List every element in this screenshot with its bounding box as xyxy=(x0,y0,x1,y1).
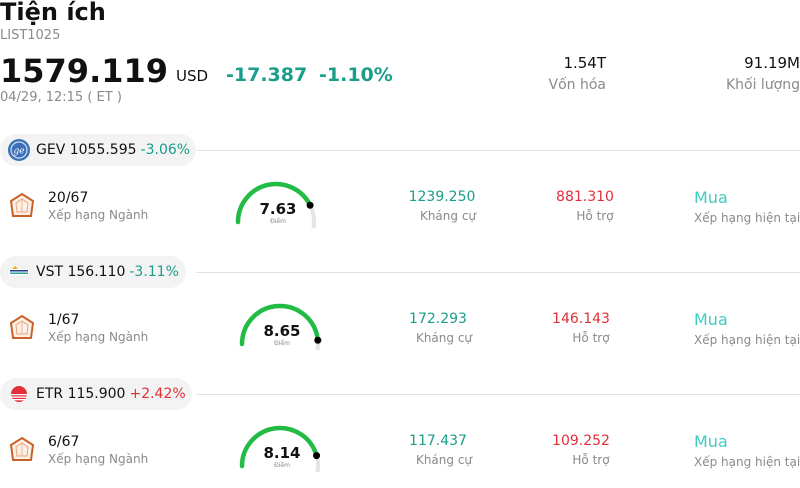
resistance-label: Kháng cự xyxy=(415,453,473,467)
stock-ticker-price: ETR 115.900 xyxy=(36,386,126,402)
stock-chip-2[interactable]: ETR 115.900 +2.42% xyxy=(0,378,192,410)
volume-label: Khối lượng xyxy=(725,77,800,93)
stock-change-percent: -3.06% xyxy=(140,142,191,158)
score-value: 8.65 xyxy=(263,322,301,340)
current-rating-value: Mua xyxy=(694,310,728,329)
industry-rank-icon xyxy=(8,314,36,342)
gauge-marker xyxy=(313,452,321,460)
score-gauge xyxy=(239,425,321,472)
current-rating-value: Mua xyxy=(694,188,728,207)
support-label: Hỗ trợ xyxy=(572,453,610,467)
stock-ticker-price: VST 156.110 xyxy=(36,264,126,280)
industry-rank-label: Xếp hạng Ngành xyxy=(48,208,149,222)
current-rating-label: Xếp hạng hiện tại xyxy=(694,211,800,225)
gauge-marker xyxy=(314,336,322,344)
row-divider xyxy=(196,150,800,151)
entergy-logo-icon xyxy=(8,383,30,405)
score-gauge xyxy=(239,303,322,350)
support-label: Hỗ trợ xyxy=(576,209,614,223)
industry-rank-value: 20/67 xyxy=(48,190,89,206)
gauge-fill xyxy=(235,181,313,225)
support-value: 881.310 xyxy=(556,189,614,205)
stock-change-percent: -3.11% xyxy=(129,264,179,280)
resistance-value: 1239.250 xyxy=(408,189,476,205)
page-title: Tiện ích xyxy=(0,0,106,26)
resistance-value: 172.293 xyxy=(409,311,467,327)
current-rating-label: Xếp hạng hiện tại xyxy=(694,455,800,469)
industry-rank-label: Xếp hạng Ngành xyxy=(48,330,149,344)
support-value: 146.143 xyxy=(552,311,610,327)
resistance-label: Kháng cự xyxy=(415,331,473,345)
industry-rank-icon xyxy=(8,436,36,464)
market-cap-value: 1.54T xyxy=(563,54,606,72)
price-change-percent: -1.10% xyxy=(319,64,393,86)
market-cap-label: Vốn hóa xyxy=(548,77,606,93)
timestamp: 04/29, 12:15 ( ET ) xyxy=(0,90,122,105)
score-gauge xyxy=(235,181,316,228)
score-label: Điểm xyxy=(274,340,290,347)
gauge-fill xyxy=(239,303,321,347)
stock-change-percent: +2.42% xyxy=(129,386,186,402)
industry-rank-icon xyxy=(8,192,36,220)
vistra-logo-icon xyxy=(8,261,30,283)
resistance-label: Kháng cự xyxy=(419,209,477,223)
industry-rank-label: Xếp hạng Ngành xyxy=(48,452,149,466)
stock-chip-0[interactable]: ge GEV 1055.595 -3.06% xyxy=(0,134,196,166)
svg-text:ge: ge xyxy=(13,147,24,157)
row-divider xyxy=(196,394,800,395)
stock-ticker-price: GEV 1055.595 xyxy=(36,142,137,158)
current-rating-value: Mua xyxy=(694,432,728,451)
industry-rank-value: 1/67 xyxy=(48,312,80,328)
support-label: Hỗ trợ xyxy=(572,331,610,345)
score-label: Điểm xyxy=(270,218,286,225)
support-value: 109.252 xyxy=(552,433,610,449)
industry-rank-value: 6/67 xyxy=(48,434,80,450)
score-value: 7.63 xyxy=(259,200,297,218)
stock-chip-1[interactable]: VST 156.110 -3.11% xyxy=(0,256,186,288)
current-rating-label: Xếp hạng hiện tại xyxy=(694,333,800,347)
gauge-marker xyxy=(306,201,314,209)
currency-label: USD xyxy=(176,67,209,85)
row-divider xyxy=(196,272,800,273)
score-label: Điểm xyxy=(274,462,290,469)
volume-value: 91.19M xyxy=(744,54,800,72)
index-code: LIST1025 xyxy=(0,28,61,43)
price-change: -17.387 xyxy=(226,64,308,86)
score-value: 8.14 xyxy=(263,444,301,462)
ge-logo-icon: ge xyxy=(8,139,30,161)
gauge-fill xyxy=(239,425,319,469)
index-price: 1579.119 xyxy=(0,52,169,90)
resistance-value: 117.437 xyxy=(409,433,467,449)
